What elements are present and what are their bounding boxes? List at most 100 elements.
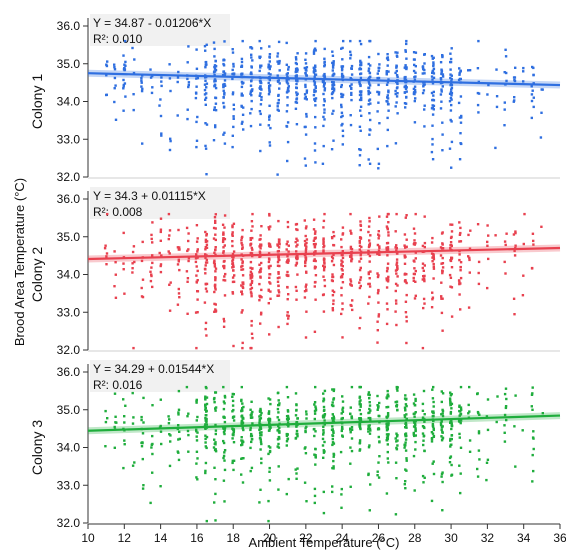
data-point — [367, 62, 370, 66]
data-point — [250, 94, 253, 97]
data-point — [222, 251, 225, 254]
data-point — [359, 266, 362, 270]
data-point — [268, 228, 271, 231]
data-point — [331, 87, 334, 91]
data-point — [203, 83, 207, 86]
data-point — [124, 60, 127, 64]
data-point — [241, 457, 244, 460]
data-point — [359, 42, 363, 46]
data-point — [312, 71, 316, 74]
data-point — [514, 394, 517, 397]
data-point — [294, 392, 298, 395]
data-point — [231, 399, 235, 403]
data-point — [267, 267, 271, 270]
data-point — [487, 234, 490, 237]
data-point — [204, 66, 207, 69]
data-point — [169, 440, 172, 443]
data-point — [304, 133, 308, 136]
data-point — [178, 437, 181, 441]
data-point — [313, 412, 317, 415]
data-point — [304, 72, 307, 75]
data-point — [349, 247, 353, 250]
data-point — [423, 68, 426, 72]
data-point — [276, 52, 280, 55]
data-point — [258, 110, 262, 113]
data-point — [158, 251, 161, 255]
data-point — [196, 250, 199, 253]
data-point — [530, 85, 533, 88]
data-point — [441, 436, 445, 440]
data-point — [414, 294, 417, 297]
data-point — [432, 76, 436, 79]
data-point — [340, 85, 343, 89]
data-point — [285, 261, 288, 264]
data-point — [422, 85, 425, 88]
data-point — [277, 79, 280, 82]
data-point — [214, 238, 217, 242]
data-point — [404, 280, 407, 283]
data-point — [303, 97, 307, 100]
data-point — [367, 430, 370, 433]
data-point — [412, 272, 416, 276]
data-point — [404, 64, 407, 67]
data-point — [258, 282, 261, 286]
data-point — [314, 456, 317, 459]
data-point — [304, 251, 308, 254]
data-point — [260, 442, 263, 446]
data-point — [341, 256, 345, 260]
y-tick-label: 33.0 — [57, 478, 81, 492]
data-point — [259, 66, 262, 69]
data-point — [186, 108, 189, 111]
data-point — [349, 50, 352, 53]
data-point — [322, 144, 325, 148]
data-point — [322, 104, 325, 107]
data-point — [214, 303, 217, 306]
data-point — [367, 92, 370, 96]
data-point — [403, 233, 407, 236]
data-point — [232, 62, 235, 66]
data-point — [113, 446, 116, 449]
data-point — [312, 52, 316, 55]
data-point — [222, 454, 226, 458]
data-point — [495, 95, 499, 98]
data-point — [178, 268, 181, 272]
data-point — [223, 237, 227, 241]
data-point — [339, 276, 343, 279]
data-point — [530, 99, 534, 103]
data-point — [385, 83, 389, 86]
data-point — [368, 82, 371, 85]
data-point — [359, 76, 363, 80]
data-point — [376, 408, 379, 411]
data-point — [268, 470, 271, 473]
data-point — [305, 417, 308, 420]
data-point — [359, 316, 362, 320]
data-point — [177, 228, 180, 232]
data-point — [213, 251, 216, 254]
data-point — [213, 466, 216, 469]
data-point — [276, 74, 279, 77]
data-point — [450, 421, 453, 425]
data-point — [395, 263, 398, 266]
equation-box — [90, 187, 230, 219]
data-point — [223, 449, 227, 452]
data-point — [368, 220, 371, 223]
data-point — [267, 302, 270, 305]
data-point — [285, 41, 288, 45]
data-point — [459, 265, 462, 269]
data-point — [241, 346, 244, 350]
x-tick-label: 18 — [227, 531, 241, 545]
data-point — [176, 114, 179, 117]
data-point — [432, 262, 435, 266]
data-point — [305, 241, 308, 245]
data-point — [205, 420, 208, 424]
data-point — [277, 465, 280, 468]
data-point — [330, 148, 334, 151]
data-point — [350, 428, 354, 431]
data-point — [340, 506, 343, 509]
data-point — [313, 142, 317, 145]
data-point — [204, 385, 208, 389]
data-point — [369, 102, 372, 105]
data-point — [240, 242, 243, 245]
data-point — [195, 346, 198, 350]
data-point — [359, 403, 362, 406]
